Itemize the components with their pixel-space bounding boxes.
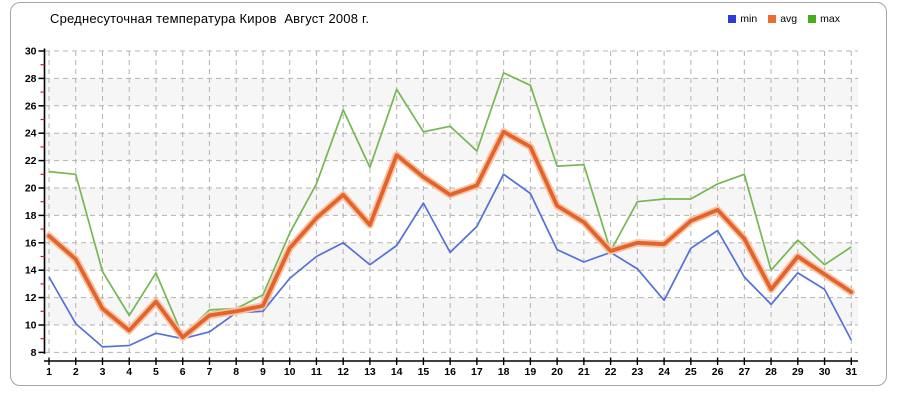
y-tick-label: 14 <box>25 265 37 277</box>
x-tick-label: 26 <box>712 366 724 378</box>
legend: min avg max <box>728 13 840 25</box>
legend-label-avg: avg <box>780 13 798 25</box>
legend-item-min: min <box>728 13 757 25</box>
x-tick-label: 18 <box>498 366 510 378</box>
x-tick-label: 13 <box>364 366 376 378</box>
x-tick-label: 19 <box>525 366 537 378</box>
avg-series-line <box>47 129 854 340</box>
x-tick-label: 31 <box>845 366 857 378</box>
y-tick-label: 26 <box>25 100 37 112</box>
x-tick-label: 30 <box>819 366 831 378</box>
x-tick-label: 10 <box>284 366 296 378</box>
x-tick-label: 27 <box>738 366 750 378</box>
x-tick-label: 3 <box>100 366 106 378</box>
x-tick-label: 8 <box>233 366 239 378</box>
y-tick-label: 30 <box>25 46 37 58</box>
x-tick-label: 9 <box>260 366 266 378</box>
x-tick-label: 24 <box>658 366 670 378</box>
y-tick-label: 20 <box>25 183 37 195</box>
y-tick-label: 22 <box>25 155 37 167</box>
x-tick-label: 14 <box>391 366 403 378</box>
x-tick-label: 25 <box>685 366 697 378</box>
y-axis: 8 10 12 14 16 18 20 22 24 26 28 30 <box>25 46 46 359</box>
avg-series-swatch <box>768 15 777 23</box>
y-tick-label: 16 <box>25 237 37 249</box>
y-tick-label: 10 <box>25 320 37 332</box>
x-tick-label: 1 <box>46 366 52 378</box>
y-tick-label: 12 <box>25 292 37 304</box>
max-series-swatch <box>808 15 817 23</box>
x-tick-label: 20 <box>551 366 563 378</box>
chart-title: Среднесуточная температура Киров Август … <box>50 11 370 26</box>
plot-bands <box>45 51 858 353</box>
legend-label-min: min <box>740 13 758 25</box>
legend-label-max: max <box>820 13 840 25</box>
x-axis: 1 2 3 4 5 6 7 8 9 10 11 12 13 14 15 16 17 18 19 20 21 22 23 24 2… <box>44 357 858 378</box>
x-tick-label: 6 <box>180 366 186 378</box>
x-tick-label: 12 <box>337 366 349 378</box>
x-tick-label: 15 <box>418 366 430 378</box>
y-tick-label: 18 <box>25 210 37 222</box>
x-tick-label: 5 <box>153 366 159 378</box>
x-tick-label: 28 <box>765 366 777 378</box>
x-tick-label: 11 <box>311 366 322 378</box>
min-series-swatch <box>728 15 737 23</box>
x-tick-label: 7 <box>207 366 213 378</box>
x-tick-label: 16 <box>444 366 456 378</box>
legend-item-max: max <box>808 13 840 25</box>
y-tick-label: 8 <box>31 347 37 359</box>
x-tick-label: 21 <box>578 366 590 378</box>
x-tick-label: 22 <box>605 366 617 378</box>
legend-item-avg: avg <box>768 13 797 25</box>
y-tick-label: 28 <box>25 73 37 85</box>
x-tick-label: 4 <box>126 366 132 378</box>
x-tick-label: 17 <box>471 366 483 378</box>
x-tick-label: 2 <box>73 366 79 378</box>
x-tick-label: 23 <box>632 366 644 378</box>
y-tick-label: 24 <box>25 128 37 140</box>
x-tick-label: 29 <box>792 366 804 378</box>
